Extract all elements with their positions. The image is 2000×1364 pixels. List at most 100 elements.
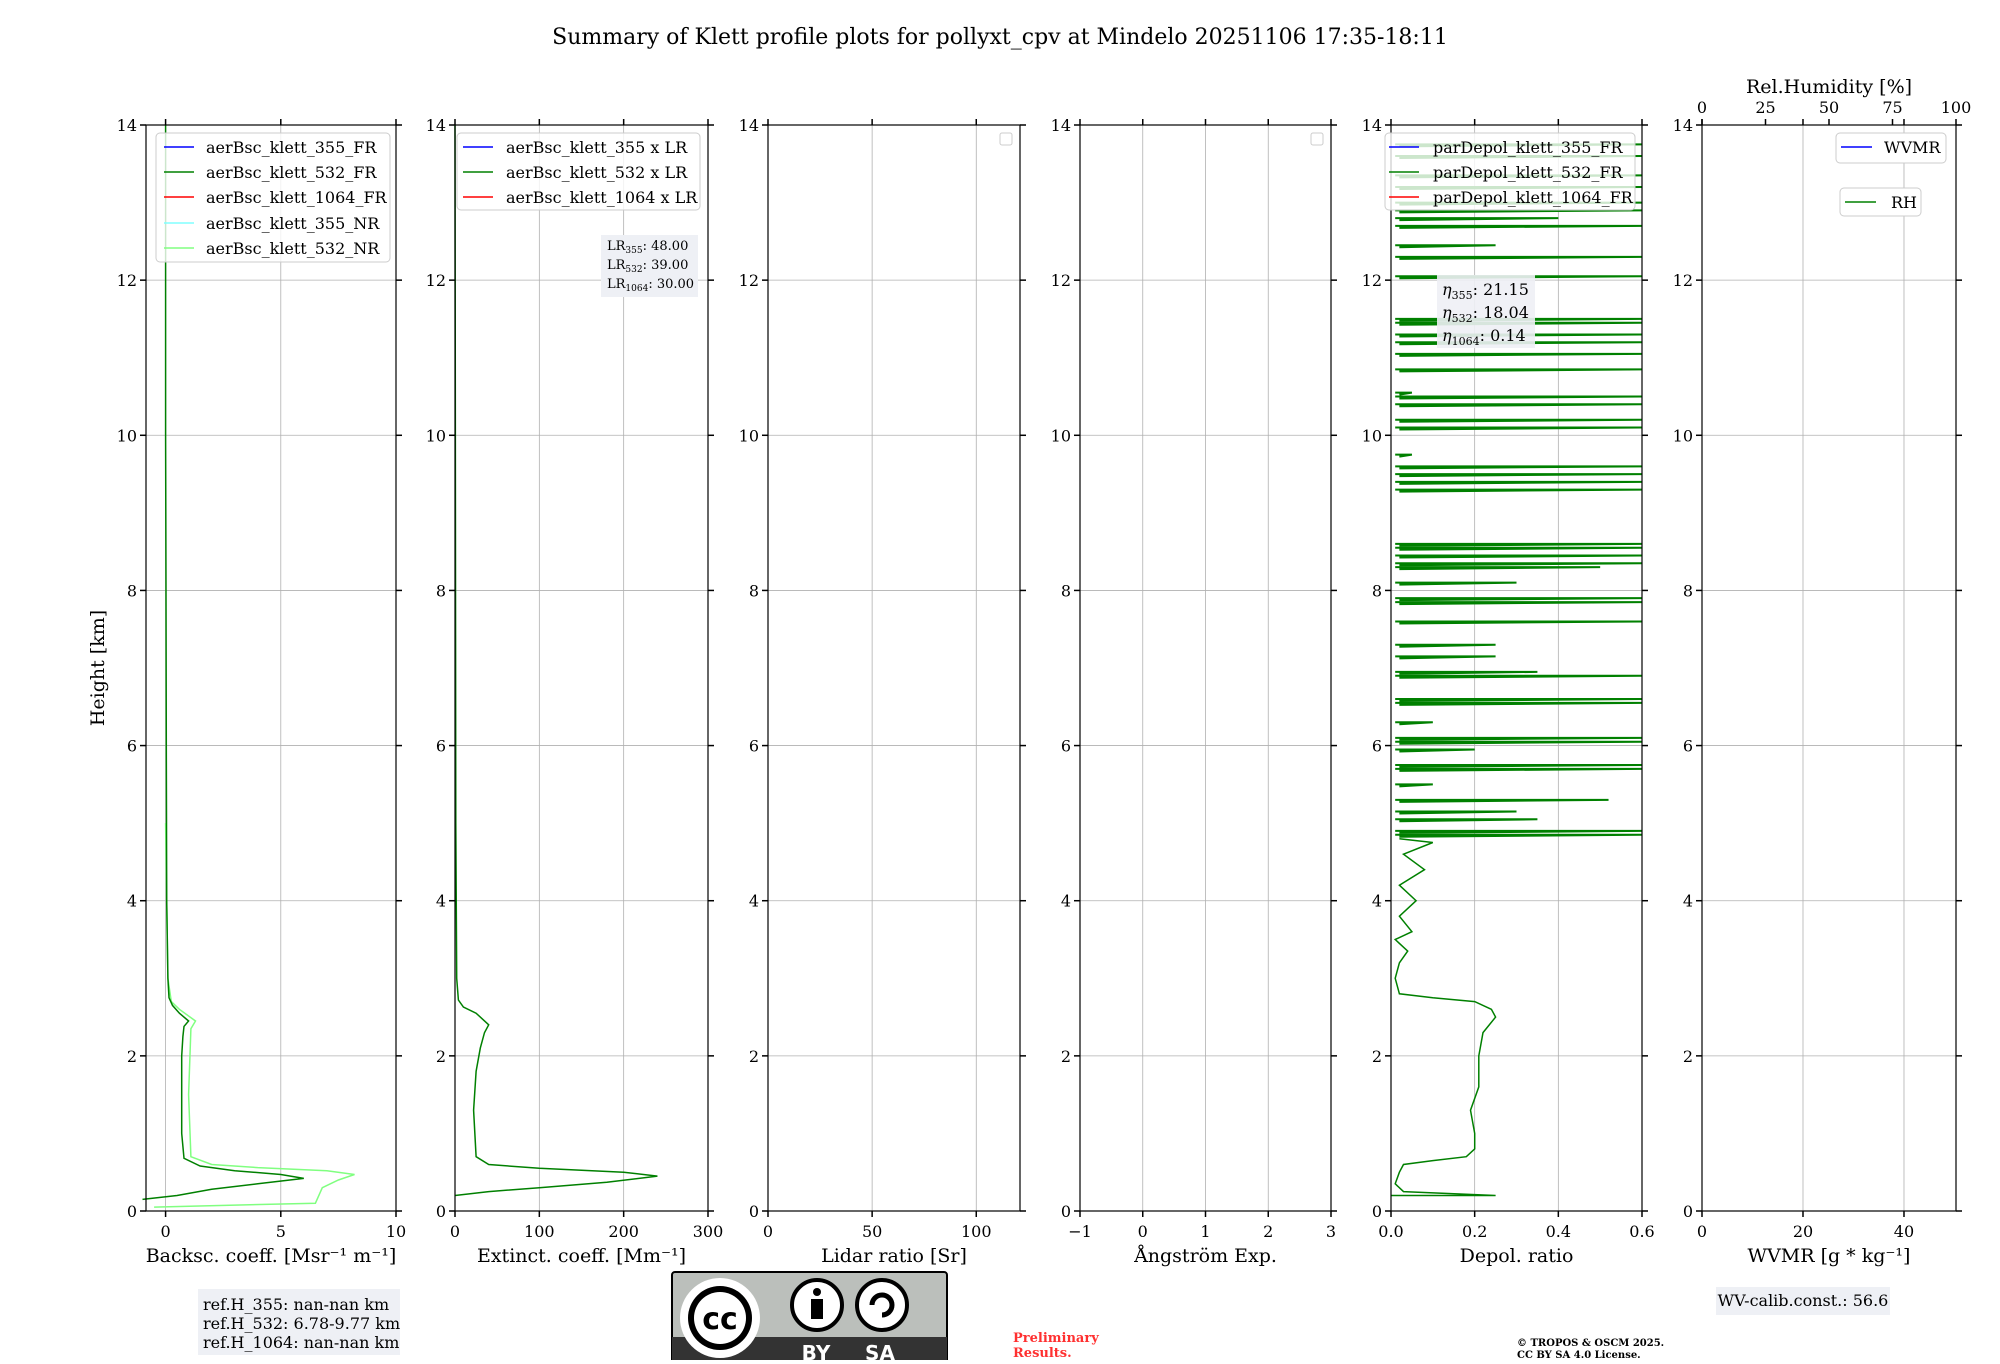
- lr-sub: 355: [625, 246, 642, 256]
- x-tick-label: 0: [763, 1222, 773, 1241]
- depol-spike: [1395, 767, 1643, 772]
- y-tick-label: 10: [739, 426, 759, 445]
- axes-frame: [145, 124, 397, 1212]
- depol-spike: [1395, 368, 1643, 373]
- legend-label: aerBsc_klett_532_NR: [206, 239, 380, 258]
- depol-spike: [1395, 763, 1643, 768]
- depol-spike: [1395, 740, 1643, 745]
- wv-calib-const: WV-calib.const.: 56.6: [1718, 1291, 1889, 1310]
- legend-label: aerBsc_klett_532_FR: [206, 163, 377, 182]
- x-tick-label: 100: [961, 1222, 992, 1241]
- depol-spike: [1395, 391, 1413, 396]
- rh-tick-label: 25: [1755, 98, 1775, 117]
- svg-text:η532: 18.04: η532: 18.04: [1442, 303, 1529, 325]
- depol-spike: [1395, 798, 1609, 803]
- y-tick-label: 2: [436, 1047, 446, 1066]
- line-ext-532: [454, 124, 658, 1197]
- figure-title: Summary of Klett profile plots for polly…: [552, 25, 1448, 50]
- legend-label: parDepol_klett_532_FR: [1433, 163, 1624, 182]
- depol-spike: [1395, 488, 1643, 493]
- x-tick-label: 50: [862, 1222, 882, 1241]
- wv-calib-box: WV-calib.const.: 56.6: [1716, 1287, 1890, 1315]
- x-tick-label: 0.4: [1546, 1222, 1571, 1241]
- y-tick-label: 4: [749, 892, 759, 911]
- x-tick-label: 0: [450, 1222, 460, 1241]
- x-tick-label: 200: [608, 1222, 639, 1241]
- depol-spike: [1395, 597, 1643, 602]
- line-depol-532: [1391, 837, 1497, 1197]
- depol-spike: [1395, 783, 1433, 788]
- cc-text: cc: [702, 1302, 738, 1337]
- y-tick-label: 0: [1061, 1202, 1071, 1221]
- axes-frame: [1390, 124, 1643, 1212]
- x-tick-label: 2: [1263, 1222, 1273, 1241]
- lr-value: : 39.00: [643, 258, 689, 273]
- y-tick-label: 14: [739, 116, 759, 135]
- legend-label: WVMR: [1884, 138, 1941, 157]
- svg-text:η1064: 0.14: η1064: 0.14: [1442, 326, 1526, 348]
- depol-spike: [1395, 209, 1643, 214]
- x-tick-label: −1: [1068, 1222, 1092, 1241]
- y-tick-label: 14: [1051, 116, 1071, 135]
- x-axis-label: Extinct. coeff. [Mm⁻¹]: [477, 1245, 686, 1267]
- legend-depol: parDepol_klett_355_FR parDepol_klett_532…: [1384, 132, 1636, 211]
- depol-spike: [1395, 224, 1643, 229]
- y-axis-label: Height [km]: [87, 610, 109, 726]
- sa-text: SA: [865, 1341, 895, 1360]
- eta-sub: 355: [1452, 289, 1473, 302]
- y-tick-label: 0: [436, 1202, 446, 1221]
- x-tick-label: 20: [1793, 1222, 1813, 1241]
- y-tick-label: 8: [749, 581, 759, 600]
- svg-text:LR355: 48.00: LR355: 48.00: [607, 239, 688, 256]
- svg-text:η355: 21.15: η355: 21.15: [1442, 280, 1529, 302]
- y-tick-label: 8: [1683, 581, 1693, 600]
- legend-rh: RH: [1839, 187, 1922, 217]
- y-tick-label: 2: [1061, 1047, 1071, 1066]
- depol-spike: [1395, 418, 1643, 423]
- depol-spike: [1395, 829, 1643, 834]
- eta-prefix: η: [1442, 326, 1452, 345]
- y-tick-label: 0: [1683, 1202, 1693, 1221]
- svg-text:LR1064: 30.00: LR1064: 30.00: [607, 277, 694, 294]
- lidar-ratio-box: LR355: 48.00 LR532: 39.00 LR1064: 30.00: [601, 235, 698, 297]
- x-axis-label: Depol. ratio: [1460, 1245, 1574, 1267]
- eta-value: : 0.14: [1480, 326, 1526, 345]
- line-aerBsc-532-FR: [142, 125, 304, 1201]
- depol-spike: [1395, 581, 1517, 586]
- x-tick-label: 0: [160, 1222, 170, 1241]
- y-tick-label: 4: [436, 892, 446, 911]
- y-tick-label: 14: [1673, 116, 1693, 135]
- y-tick-label: 12: [117, 271, 137, 290]
- lr-prefix: LR: [607, 258, 627, 273]
- depol-spike: [1395, 546, 1643, 551]
- x-tick-label: 10: [386, 1222, 406, 1241]
- cc-by-sa-logo: cc BY SA: [671, 1271, 948, 1364]
- legend-label: aerBsc_klett_532 x LR: [506, 163, 688, 182]
- lr-value: : 48.00: [643, 239, 689, 254]
- y-tick-label: 8: [1372, 581, 1382, 600]
- y-tick-label: 2: [1372, 1047, 1382, 1066]
- y-tick-label: 4: [1372, 892, 1382, 911]
- y-tick-label: 12: [739, 271, 759, 290]
- legend-backscatter: aerBsc_klett_355_FR aerBsc_klett_532_FR …: [155, 132, 391, 263]
- empty-legend-angstrom: [1310, 132, 1324, 146]
- x-tick-label: 0.0: [1378, 1222, 1403, 1241]
- panel-0: 0 2 4 6 8 10 12 14 0 5 10 Backsc. coeff. [Msr⁻¹ m⁻¹…: [117, 116, 407, 1267]
- lr-sub: 532: [625, 265, 642, 275]
- y-tick-label: 6: [1683, 737, 1693, 756]
- legend-label: aerBsc_klett_355_NR: [206, 214, 380, 233]
- rh-tick-label: 50: [1819, 98, 1839, 117]
- svg-text:LR532: 39.00: LR532: 39.00: [607, 258, 688, 275]
- legend-label: RH: [1891, 193, 1917, 212]
- y-tick-label: 2: [127, 1047, 137, 1066]
- lr-prefix: LR: [607, 277, 627, 292]
- x-tick-label: 40: [1894, 1222, 1914, 1241]
- y-tick-label: 14: [117, 116, 137, 135]
- y-tick-label: 6: [749, 737, 759, 756]
- y-tick-label: 4: [127, 892, 137, 911]
- depol-spike: [1395, 810, 1517, 815]
- depol-spike: [1395, 542, 1643, 547]
- depol-spike: [1395, 601, 1643, 606]
- y-tick-label: 10: [1673, 426, 1693, 445]
